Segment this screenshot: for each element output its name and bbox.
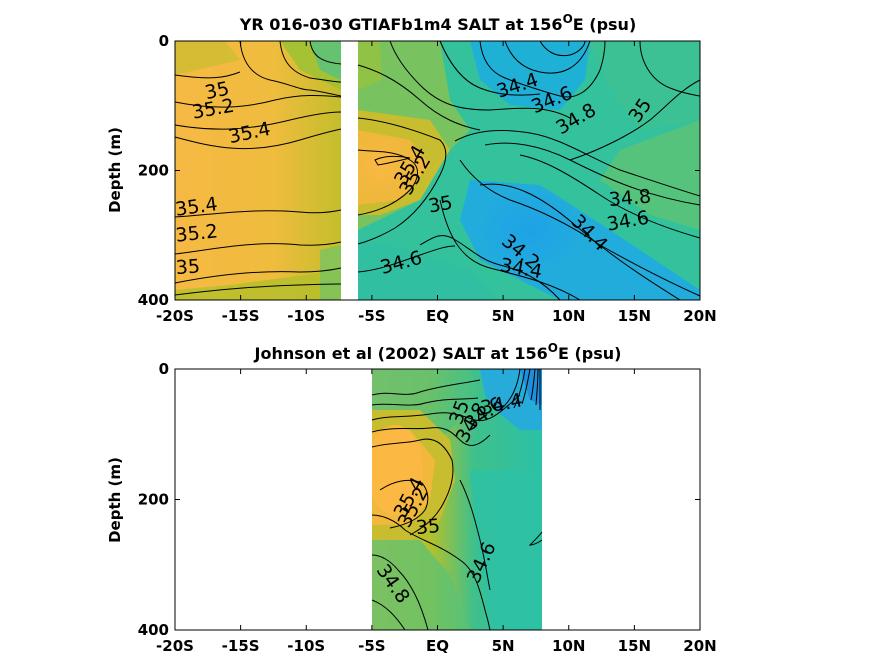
top-contour-label: 34.8 — [608, 185, 652, 211]
bottom-field — [372, 369, 542, 630]
top-contour-label: 35 — [203, 78, 231, 105]
top-contour-label: 35.2 — [175, 220, 219, 246]
top-x-tick-label: -20S — [156, 307, 194, 325]
bottom-x-tick-label: 5N — [492, 637, 515, 655]
top-x-tick-label: -10S — [287, 307, 325, 325]
top-x-tick-label: 20N — [683, 307, 716, 325]
top-title: YR 016-030 GTIAFb1m4 SALT at 156OE (psu) — [239, 12, 637, 34]
top-y-tick-label: 400 — [138, 291, 169, 309]
bottom-x-axis: -20S -15S -10S -5S EQ 5N 10N 15N 20N — [156, 369, 717, 655]
top-right-field — [358, 41, 700, 300]
top-data-gap — [341, 41, 358, 300]
top-x-tick-label: -15S — [222, 307, 260, 325]
top-contour-label: 35 — [427, 192, 455, 218]
bottom-contour-label: 35 — [415, 515, 441, 539]
top-y-tick-label: 0 — [159, 32, 169, 50]
top-x-tick-label: -5S — [358, 307, 385, 325]
top-panel: YR 016-030 GTIAFb1m4 SALT at 156OE (psu) — [106, 12, 717, 325]
bottom-y-tick-label: 200 — [138, 491, 169, 509]
top-contours — [174, 40, 701, 301]
top-x-axis: -20S -15S -10S -5S EQ 5N 10N 15N 20N — [156, 41, 717, 325]
top-left-field — [175, 41, 341, 300]
bottom-y-axis-label: Depth (m) — [106, 457, 124, 543]
bottom-contours — [371, 368, 543, 631]
top-y-axis: 0 200 400 — [138, 32, 700, 309]
bottom-x-tick-label: -15S — [222, 637, 260, 655]
top-y-axis-label: Depth (m) — [106, 127, 124, 213]
bottom-y-axis: 0 200 400 — [138, 360, 700, 639]
bottom-y-tick-label: 400 — [138, 621, 169, 639]
bottom-x-tick-label: -10S — [287, 637, 325, 655]
top-contour-label: 35 — [175, 255, 201, 279]
bottom-x-tick-label: 10N — [552, 637, 585, 655]
top-y-tick-label: 200 — [138, 162, 169, 180]
bottom-x-tick-label: -5S — [358, 637, 385, 655]
bottom-y-tick-label: 0 — [159, 360, 169, 378]
top-x-tick-label: 10N — [552, 307, 585, 325]
top-x-tick-label: 5N — [492, 307, 515, 325]
top-x-tick-label: EQ — [426, 307, 449, 325]
top-x-tick-label: 15N — [618, 307, 651, 325]
bottom-panel: Johnson et al (2002) SALT at 156OE (psu) — [106, 341, 717, 655]
bottom-x-tick-label: 15N — [618, 637, 651, 655]
bottom-title: Johnson et al (2002) SALT at 156OE (psu) — [254, 341, 622, 363]
bottom-x-tick-label: -20S — [156, 637, 194, 655]
bottom-x-tick-label: 20N — [683, 637, 716, 655]
bottom-x-tick-label: EQ — [426, 637, 449, 655]
